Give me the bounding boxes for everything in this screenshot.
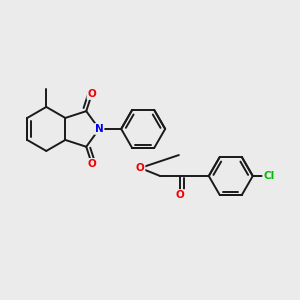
Text: O: O [87, 89, 96, 99]
Text: N: N [95, 124, 103, 134]
Text: Cl: Cl [263, 171, 275, 181]
Text: O: O [136, 163, 145, 173]
Text: O: O [176, 190, 184, 200]
Text: O: O [87, 159, 96, 169]
